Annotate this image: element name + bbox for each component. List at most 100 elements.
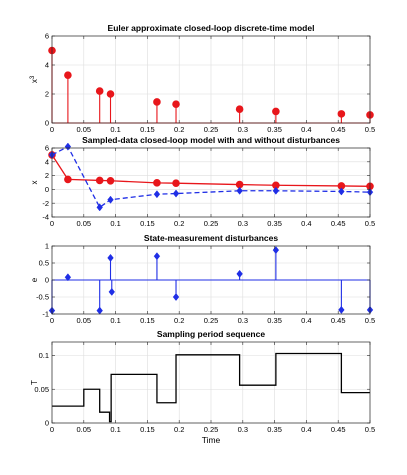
x-tick-label: 0.4 — [301, 125, 311, 134]
x-tick-label: 0.05 — [76, 316, 91, 325]
x-tick-label: 0.1 — [110, 125, 120, 134]
y-tick-label: 6 — [45, 32, 49, 41]
series-3-1-point — [236, 269, 243, 278]
x-tick-label: 0.4 — [301, 425, 311, 434]
y-axis-label: x — [30, 181, 39, 185]
series-3-1-point — [108, 287, 115, 296]
series-3-1-point — [338, 305, 345, 314]
y-tick-label: 0.05 — [34, 385, 49, 394]
y-axis-label: T — [30, 380, 39, 385]
y-axis-label-superscript: 3 — [30, 75, 36, 79]
x-tick-label: 0.25 — [204, 219, 219, 228]
x-tick-label: 0.5 — [365, 425, 375, 434]
series-2-1-line — [51, 154, 371, 187]
series-2-2-point — [236, 186, 243, 195]
y-tick-label: 0 — [45, 276, 49, 285]
x-tick-label: 0.15 — [140, 219, 155, 228]
x-tick-label: 0.15 — [140, 425, 155, 434]
x-tick-label: 0 — [50, 425, 54, 434]
series-2-2-point — [64, 142, 72, 151]
series-1-1-point — [272, 107, 280, 116]
panel-title: Sampled-data closed-loop model with and … — [82, 135, 340, 145]
panel-1: 0 0.05 0.1 0.15 0.2 0.25 0.3 0.35 0.4 0.45 0.5 0 2 4 6… — [30, 23, 375, 134]
series-1-1-point — [95, 87, 104, 95]
x-tick-label: 0.05 — [76, 125, 91, 134]
series-1-1-point — [106, 90, 115, 98]
series-3-1-point — [107, 253, 114, 262]
y-tick-label: -4 — [42, 213, 49, 222]
x-tick-label: 0.35 — [267, 425, 282, 434]
series-2-2-point — [172, 189, 180, 198]
series-2-2-point — [96, 203, 103, 212]
y-axis-label: e — [30, 277, 39, 282]
x-tick-label: 0.05 — [76, 219, 91, 228]
x-tick-label: 0.35 — [267, 316, 282, 325]
x-tick-label: 0.25 — [204, 316, 219, 325]
x-tick-label: 0.3 — [238, 425, 248, 434]
series-2-1-point — [95, 176, 104, 185]
x-tick-label: 0.5 — [365, 316, 375, 325]
x-tick-label: 0.2 — [174, 425, 184, 434]
y-tick-label: -2 — [42, 199, 49, 208]
panel-title: State-measurement disturbances — [144, 233, 278, 243]
x-tick-label: 0.45 — [331, 425, 346, 434]
y-tick-label: -0.5 — [36, 293, 49, 302]
y-tick-label: 2 — [45, 171, 49, 180]
y-tick-label: 4 — [45, 157, 49, 166]
x-tick-label: 0.35 — [267, 219, 282, 228]
x-tick-label: 0.15 — [140, 125, 155, 134]
series-1-1-point — [153, 98, 161, 106]
x-tick-label: 0.2 — [174, 219, 184, 228]
y-tick-label: 2 — [45, 90, 49, 99]
panel-title: Euler approximate closed-loop discrete-t… — [108, 23, 315, 33]
y-axis-label: x3 — [30, 75, 39, 83]
series-2-2-point — [153, 190, 161, 199]
y-tick-label: 1 — [45, 242, 49, 251]
plot-area-4 — [52, 352, 370, 423]
series-2-1-point — [172, 179, 180, 187]
x-tick-label: 0 — [50, 219, 54, 228]
series-3-1-point — [153, 252, 161, 261]
series-4-1-stairs — [52, 352, 370, 423]
x-tick-label: 0.45 — [331, 125, 346, 134]
x-tick-label: 0.5 — [365, 219, 375, 228]
series-2-1-point — [64, 175, 72, 184]
y-tick-label: 0 — [45, 119, 49, 128]
series-2-2-point — [338, 187, 345, 196]
x-tick-label: 0.45 — [331, 316, 346, 325]
y-tick-label: 0.1 — [39, 351, 49, 360]
series-2-2-line — [51, 145, 371, 209]
x-tick-label: 0 — [50, 125, 54, 134]
x-tick-label: 0.35 — [267, 125, 282, 134]
x-tick-label: 0.3 — [238, 219, 248, 228]
series-1-1-point — [64, 71, 72, 79]
series-2-2-point — [107, 195, 114, 204]
panel-4: 0 0.05 0.1 0.15 0.2 0.25 0.3 0.35 0.4 0.45 0.5 0 0.0… — [30, 329, 375, 445]
y-tick-label: 4 — [45, 61, 49, 70]
panel-2: 0 0.05 0.1 0.15 0.2 0.25 0.3 0.35 0.4 0.45 0.5 -4 -2… — [30, 135, 375, 228]
x-tick-label: 0 — [50, 316, 54, 325]
x-axis-label: Time — [202, 435, 221, 445]
series-3-1-point — [272, 246, 280, 255]
series-3-1-point — [172, 292, 180, 302]
y-tick-label: 0 — [45, 185, 49, 194]
x-tick-label: 0.05 — [76, 425, 91, 434]
x-tick-label: 0.3 — [238, 125, 248, 134]
series-1-1-point — [337, 110, 346, 118]
x-tick-label: 0.45 — [331, 219, 346, 228]
series-2-2-point — [272, 186, 280, 195]
series-3-1-point — [96, 306, 103, 315]
x-tick-label: 0.1 — [110, 219, 120, 228]
x-tick-label: 0.4 — [301, 316, 311, 325]
x-tick-label: 0.1 — [110, 425, 120, 434]
x-tick-label: 0.3 — [238, 316, 248, 325]
x-tick-label: 0.2 — [174, 125, 184, 134]
y-tick-label: 6 — [45, 144, 49, 153]
series-2-1-point — [106, 176, 115, 185]
panel-3: 0 0.05 0.1 0.15 0.2 0.25 0.3 0.35 0.4 0.45 0.5 -1 -0… — [30, 233, 375, 325]
y-tick-label: -1 — [42, 310, 49, 319]
y-tick-label: 0 — [45, 419, 49, 428]
x-tick-label: 0.5 — [365, 125, 375, 134]
x-tick-label: 0.25 — [204, 425, 219, 434]
